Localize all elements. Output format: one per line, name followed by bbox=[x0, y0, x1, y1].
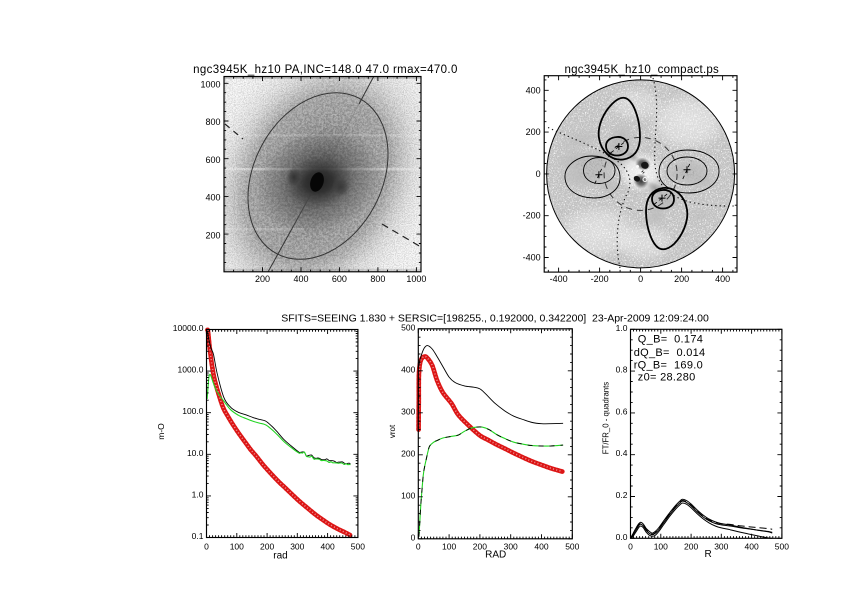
svg-text:400: 400 bbox=[321, 542, 335, 552]
svg-text:SFITS=SEEING 1.830 + SERSIC=[1: SFITS=SEEING 1.830 + SERSIC=[198255., 0.… bbox=[281, 313, 709, 325]
svg-text:10.0: 10.0 bbox=[187, 448, 204, 458]
svg-text:400: 400 bbox=[745, 542, 759, 552]
svg-text:1.0: 1.0 bbox=[616, 323, 628, 333]
svg-text:300: 300 bbox=[290, 542, 304, 552]
svg-text:300: 300 bbox=[714, 542, 728, 552]
svg-text:0: 0 bbox=[628, 542, 633, 552]
svg-text:Q_B= 0.174: Q_B= 0.174 bbox=[638, 334, 703, 346]
svg-text:0.8: 0.8 bbox=[616, 365, 628, 375]
svg-text:-200: -200 bbox=[591, 274, 609, 284]
svg-text:10000.0: 10000.0 bbox=[173, 323, 204, 333]
svg-text:400: 400 bbox=[205, 193, 220, 203]
svg-text:RAD: RAD bbox=[485, 550, 506, 561]
svg-text:0: 0 bbox=[416, 542, 421, 552]
svg-text:600: 600 bbox=[332, 274, 347, 284]
svg-text:0: 0 bbox=[536, 169, 541, 179]
svg-text:500: 500 bbox=[565, 542, 579, 552]
svg-text:100: 100 bbox=[442, 542, 456, 552]
svg-text:300: 300 bbox=[504, 542, 518, 552]
svg-text:ngc3945K_hz10 PA,INC=148.0 47.: ngc3945K_hz10 PA,INC=148.0 47.0 rmax=470… bbox=[193, 64, 458, 76]
svg-text:z0= 28.280: z0= 28.280 bbox=[638, 371, 696, 383]
svg-text:400: 400 bbox=[715, 274, 730, 284]
svg-text:0.4: 0.4 bbox=[616, 448, 628, 458]
svg-text:-400: -400 bbox=[523, 253, 541, 263]
svg-text:0: 0 bbox=[638, 274, 643, 284]
svg-text:200: 200 bbox=[205, 230, 220, 240]
svg-text:200: 200 bbox=[473, 542, 487, 552]
svg-text:600: 600 bbox=[205, 155, 220, 165]
svg-text:800: 800 bbox=[370, 274, 385, 284]
svg-text:500: 500 bbox=[775, 542, 789, 552]
svg-text:rQ_B= 169.0: rQ_B= 169.0 bbox=[634, 360, 703, 372]
svg-text:200: 200 bbox=[260, 542, 274, 552]
svg-text:100: 100 bbox=[654, 542, 668, 552]
svg-text:800: 800 bbox=[205, 117, 220, 127]
svg-text:100: 100 bbox=[230, 542, 244, 552]
svg-text:400: 400 bbox=[526, 85, 541, 95]
svg-text:100: 100 bbox=[401, 490, 415, 500]
svg-text:200: 200 bbox=[674, 274, 689, 284]
svg-text:0.1: 0.1 bbox=[192, 531, 204, 541]
svg-text:0: 0 bbox=[411, 532, 416, 542]
svg-text:0: 0 bbox=[204, 542, 209, 552]
svg-text:500: 500 bbox=[401, 322, 415, 332]
svg-text:rad: rad bbox=[273, 551, 287, 562]
svg-text:1000: 1000 bbox=[406, 274, 426, 284]
svg-text:200: 200 bbox=[526, 127, 541, 137]
svg-text:0.2: 0.2 bbox=[616, 490, 628, 500]
svg-text:dQ_B= 0.014: dQ_B= 0.014 bbox=[634, 347, 706, 359]
svg-text:FT/FR_0 - quadrants: FT/FR_0 - quadrants bbox=[602, 382, 611, 454]
svg-text:0.6: 0.6 bbox=[616, 406, 628, 416]
svg-text:1000: 1000 bbox=[200, 80, 220, 90]
svg-text:400: 400 bbox=[534, 542, 548, 552]
svg-text:300: 300 bbox=[401, 406, 415, 416]
svg-text:-400: -400 bbox=[550, 274, 568, 284]
svg-text:500: 500 bbox=[351, 542, 365, 552]
svg-text:m-O: m-O bbox=[156, 423, 166, 440]
svg-text:ngc3945K_hz10_compact.ps: ngc3945K_hz10_compact.ps bbox=[565, 64, 720, 76]
svg-text:1000.0: 1000.0 bbox=[178, 365, 204, 375]
svg-text:200: 200 bbox=[255, 274, 270, 284]
svg-text:200: 200 bbox=[684, 542, 698, 552]
svg-text:100.0: 100.0 bbox=[182, 406, 204, 416]
svg-text:-200: -200 bbox=[523, 211, 541, 221]
svg-text:1.0: 1.0 bbox=[192, 489, 204, 499]
svg-text:200: 200 bbox=[401, 448, 415, 458]
svg-text:400: 400 bbox=[293, 274, 308, 284]
svg-text:400: 400 bbox=[401, 364, 415, 374]
svg-text:0.0: 0.0 bbox=[616, 532, 628, 542]
svg-text:R: R bbox=[704, 549, 711, 560]
svg-text:vrot: vrot bbox=[388, 424, 397, 438]
